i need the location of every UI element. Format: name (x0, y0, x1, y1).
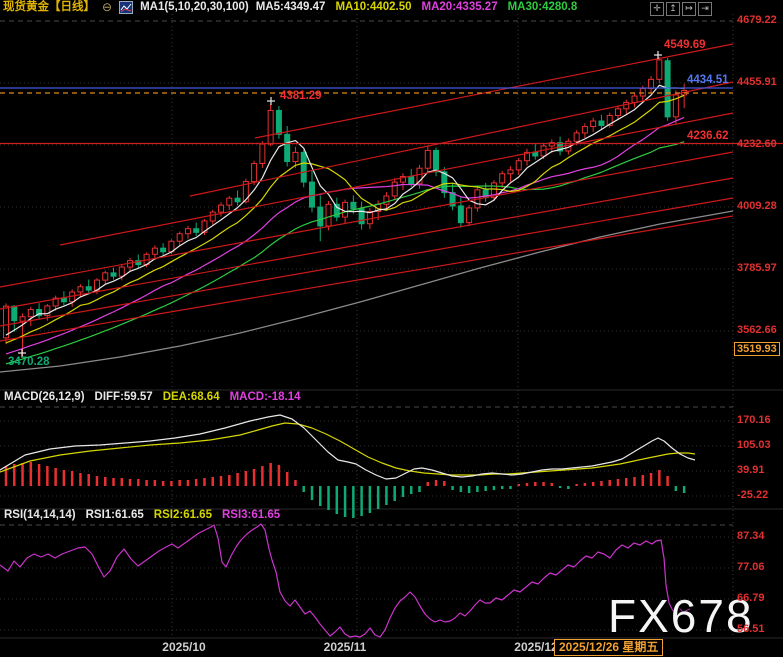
rsi2-value: RSI2:61.65 (153, 509, 212, 521)
watermark: FX678 (608, 590, 754, 642)
rsi-header: RSI(14,14,14) RSI1:61.65 RSI2:61.65 RSI3… (4, 509, 280, 521)
macd-dea-value: DEA:68.64 (162, 391, 220, 403)
price-level-label: 4434.51 (687, 74, 729, 86)
axis-tick: 3785.97 (737, 262, 777, 274)
macd-diff-value: DIFF:59.57 (94, 391, 153, 403)
axis-tick: 87.34 (737, 530, 765, 542)
rsi1-value: RSI1:61.65 (85, 509, 144, 521)
scale-right-icon[interactable]: ↦ (682, 2, 696, 16)
axis-tick: 4232.60 (737, 138, 777, 150)
time-axis: 2025/10 2025/11 2025/12 2025/12/26 星期五 (0, 639, 783, 657)
price-level-label: 4236.62 (687, 130, 729, 142)
ma-values-row: MA5:4349.47 MA10:4402.50 MA20:4335.27 MA30:… (256, 0, 578, 14)
ma-value-label: MA10:4402.50 (335, 1, 412, 13)
collapse-icon[interactable]: ⊖ (102, 0, 113, 14)
axis-tick: 66.79 (737, 592, 765, 604)
axis-tick: 4009.28 (737, 200, 777, 212)
month-label: 2025/11 (323, 640, 367, 654)
month-label: 2025/10 (162, 640, 206, 654)
axis-tick: 170.16 (737, 414, 771, 426)
month-label: 2025/12 (514, 640, 558, 654)
pan-crosshair-icon[interactable]: ✛ (650, 2, 664, 16)
ma-value-label: MA30:4280.8 (507, 1, 578, 13)
boxed-axis-tick: 3519.93 (734, 342, 780, 356)
symbol-name: 现货黄金 (3, 1, 49, 13)
axis-tick: 77.06 (737, 561, 765, 573)
macd-macd-value: MACD:-18.14 (229, 391, 301, 403)
price-level-label: 4549.69 (664, 39, 706, 51)
axis-tick: 4455.91 (737, 76, 777, 88)
chart-toolbar: ✛ ↥ ↦ ⇥ (650, 2, 712, 16)
ma-value-label: MA5:4349.47 (255, 1, 326, 13)
price-level-label: 3470.28 (8, 356, 50, 368)
chart-type-icon[interactable] (119, 0, 134, 14)
last-date-box: 2025/12/26 星期五 (554, 639, 664, 656)
scale-up-icon[interactable]: ↥ (666, 2, 680, 16)
ma-value-label: MA20:4335.27 (421, 1, 498, 13)
ma-settings-label: MA1(5,10,20,30,100) (140, 1, 249, 13)
axis-tick: -25.22 (737, 489, 769, 501)
price-level-label: 4381.29 (280, 90, 322, 102)
chart-header: 现货黄金【日线】 ⊖ MA1(5,10,20,30,100) MA5:4349.… (0, 0, 783, 14)
axis-tick: 3562.66 (737, 324, 777, 336)
macd-title: MACD(26,12,9) (4, 391, 85, 403)
shift-right-icon[interactable]: ⇥ (698, 2, 712, 16)
axis-tick: 39.91 (737, 464, 765, 476)
rsi3-value: RSI3:61.65 (221, 509, 281, 521)
axis-tick: 4679.22 (737, 14, 777, 26)
rsi-title: RSI(14,14,14) (4, 509, 76, 521)
axis-tick: 105.03 (737, 439, 771, 451)
macd-header: MACD(26,12,9) DIFF:59.57 DEA:68.64 MACD:… (4, 391, 301, 403)
symbol-title: 现货黄金【日线】 (3, 0, 95, 14)
period-label: 【日线】 (49, 1, 95, 13)
axis-tick: 56.51 (737, 623, 765, 635)
